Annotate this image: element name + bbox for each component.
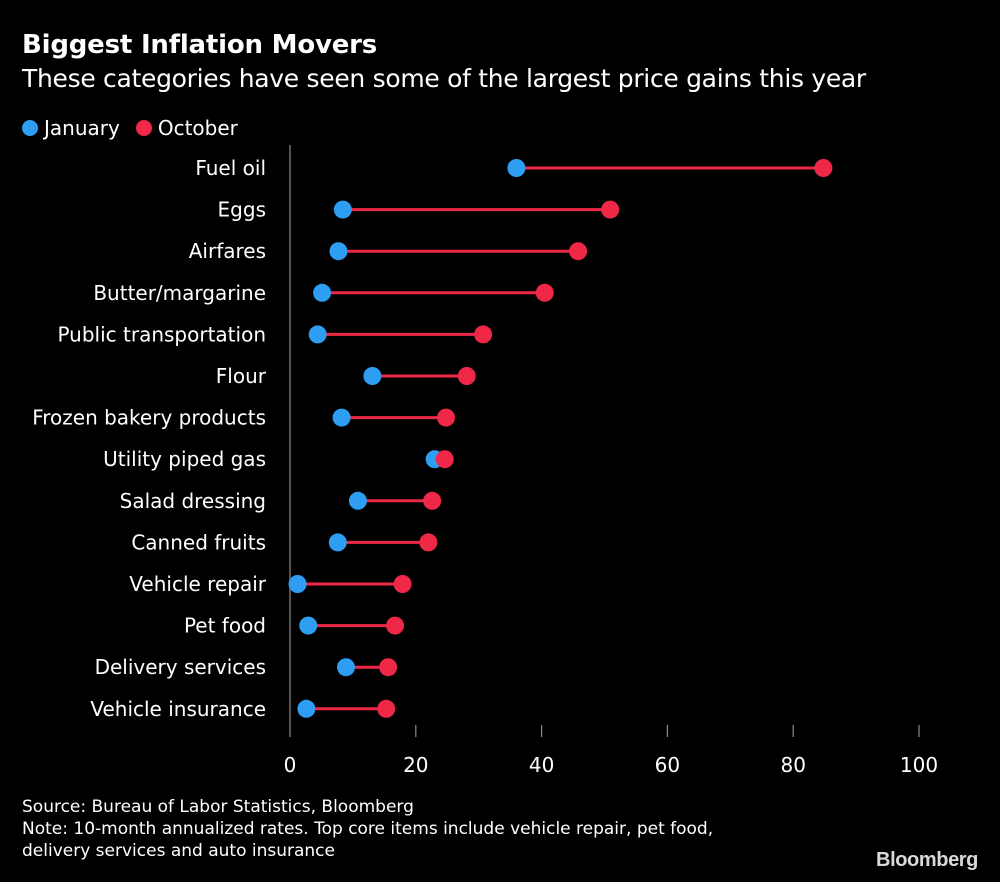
- october-point: [535, 283, 554, 302]
- bloomberg-logo: Bloomberg: [876, 849, 978, 871]
- category-label: Utility piped gas: [103, 447, 266, 471]
- category-label: Pet food: [184, 614, 266, 638]
- january-point: [507, 159, 526, 177]
- category-label: Frozen bakery products: [32, 406, 266, 430]
- january-point: [332, 408, 351, 427]
- category-label: Vehicle repair: [129, 572, 266, 596]
- october-point: [457, 367, 476, 385]
- legend-label-october: October: [157, 116, 238, 140]
- x-tick-label: 20: [403, 753, 428, 777]
- october-point: [474, 325, 493, 344]
- category-label: Airfares: [189, 239, 266, 263]
- october-point: [419, 533, 438, 552]
- category-label: Eggs: [218, 198, 266, 222]
- legend-dot-january: [22, 120, 38, 136]
- note-line-1: Note: 10-month annualized rates. Top cor…: [22, 819, 714, 839]
- october-point: [377, 699, 396, 718]
- category-label: Public transportation: [57, 322, 266, 346]
- january-point: [288, 575, 307, 593]
- legend-label-january: January: [44, 116, 120, 140]
- january-point: [348, 491, 367, 510]
- footer: Source: Bureau of Labor Statistics, Bloo…: [22, 796, 713, 862]
- january-point: [313, 283, 332, 302]
- october-point: [814, 159, 833, 177]
- x-tick-label: 100: [900, 753, 938, 777]
- october-point: [569, 242, 588, 261]
- x-tick-label: 80: [780, 753, 805, 777]
- x-tick-label: 0: [284, 753, 297, 777]
- category-label: Vehicle insurance: [90, 697, 266, 721]
- dumbbell-chart: 0 20 40 60 80 100 Fuel oil Eggs Airfares Butter/m…: [32, 145, 938, 777]
- october-point: [601, 200, 620, 219]
- x-tick-label: 40: [529, 753, 554, 777]
- legend-dot-october: [135, 120, 152, 136]
- october-point: [386, 616, 405, 635]
- legend: January October: [22, 116, 254, 140]
- january-point: [363, 367, 382, 385]
- category-label: Fuel oil: [195, 156, 266, 180]
- october-point: [379, 658, 398, 677]
- category-label: Salad dressing: [120, 489, 266, 513]
- category-label: Delivery services: [95, 655, 266, 679]
- chart-subtitle: These categories have seen some of the l…: [22, 64, 866, 93]
- source-note: Source: Bureau of Labor Statistics, Bloo…: [22, 797, 414, 817]
- chart-title: Biggest Inflation Movers: [22, 30, 378, 60]
- january-point: [308, 325, 327, 344]
- note-line-2: delivery services and auto insurance: [22, 841, 335, 861]
- legend-item-january: January: [22, 116, 120, 140]
- legend-item-october: October: [135, 116, 238, 140]
- october-point: [423, 491, 442, 510]
- january-point: [329, 242, 348, 261]
- category-label: Flour: [216, 364, 267, 388]
- october-point: [436, 408, 455, 427]
- january-point: [299, 616, 318, 635]
- x-tick-label: 60: [655, 753, 680, 777]
- january-point: [336, 658, 355, 677]
- january-point: [328, 533, 347, 552]
- category-label: Canned fruits: [131, 530, 266, 554]
- october-point: [393, 575, 412, 593]
- category-label: Butter/margarine: [93, 281, 266, 305]
- january-point: [297, 699, 316, 718]
- october-point: [435, 450, 454, 469]
- january-point: [333, 200, 352, 219]
